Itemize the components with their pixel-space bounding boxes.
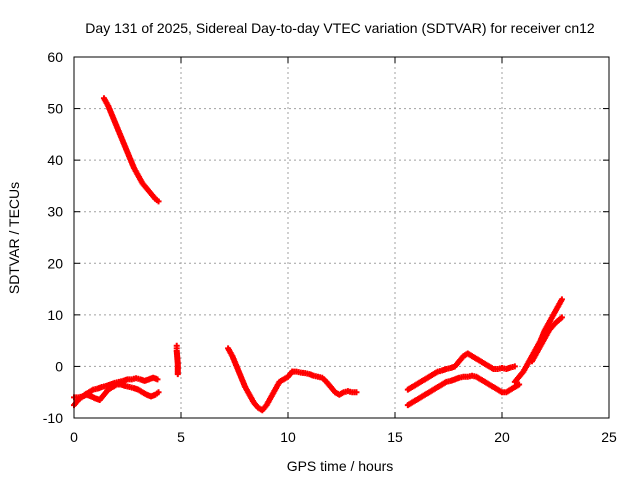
y-tick-label: -10 xyxy=(43,410,63,426)
data-point xyxy=(155,198,162,205)
y-tick-label: 30 xyxy=(47,204,63,220)
data-points xyxy=(71,95,565,414)
y-tick-label: 40 xyxy=(47,152,63,168)
grid xyxy=(74,57,609,418)
chart-title: Day 131 of 2025, Sidereal Day-to-day VTE… xyxy=(85,20,595,36)
x-tick-label: 10 xyxy=(280,429,296,445)
y-tick-label: 0 xyxy=(55,358,63,374)
y-tick-label: 50 xyxy=(47,101,63,117)
x-tick-label: 20 xyxy=(494,429,510,445)
y-tick-label: 20 xyxy=(47,255,63,271)
data-point xyxy=(516,381,523,388)
x-tick-label: 15 xyxy=(387,429,403,445)
data-point xyxy=(174,371,181,378)
y-axis-label: SDTVAR / TECUs xyxy=(6,182,22,294)
x-tick-label: 25 xyxy=(601,429,617,445)
data-point xyxy=(353,389,360,396)
y-tick-label: 10 xyxy=(47,307,63,323)
x-tick-label: 0 xyxy=(70,429,78,445)
data-point xyxy=(154,376,161,383)
data-point xyxy=(511,363,518,370)
y-tick-label: 60 xyxy=(47,49,63,65)
x-axis-label: GPS time / hours xyxy=(287,458,394,474)
data-point xyxy=(558,296,565,303)
x-tick-label: 5 xyxy=(177,429,185,445)
plot-frame xyxy=(73,56,610,419)
data-point xyxy=(155,389,162,396)
data-point xyxy=(558,314,565,321)
